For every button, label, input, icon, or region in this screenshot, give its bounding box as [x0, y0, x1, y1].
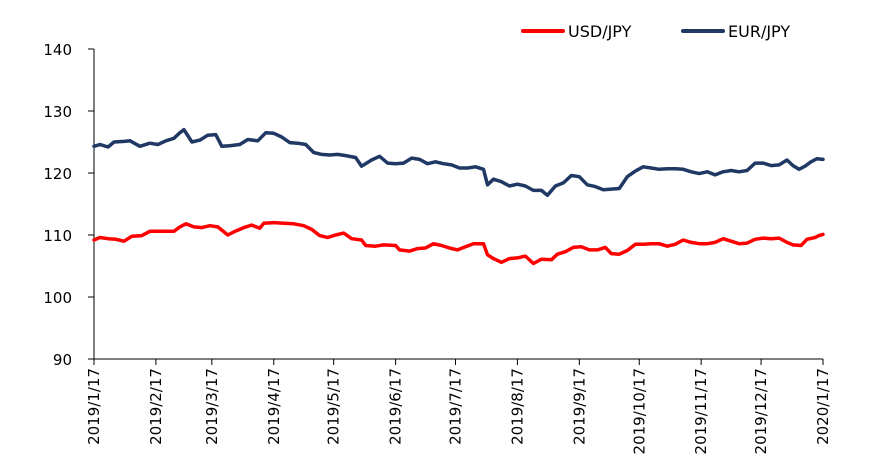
x-tick-label: 2019/8/17 [508, 368, 526, 445]
y-tick-label: 110 [43, 227, 72, 245]
x-tick-label: 2019/10/17 [630, 368, 648, 454]
x-tick-label: 2019/2/17 [147, 368, 165, 445]
x-tick-label: 2019/4/17 [265, 368, 283, 445]
x-tick-label: 2019/6/17 [387, 368, 405, 445]
y-tick-label: 140 [43, 41, 72, 59]
x-tick-label: 2019/12/17 [752, 368, 770, 454]
y-tick-label: 100 [43, 289, 72, 307]
x-axis: 2019/1/17 2019/2/17 2019/3/17 2019/4/17 2019… [85, 358, 832, 454]
legend-label-eur-jpy: EUR/JPY [728, 22, 790, 41]
series-line-usd-jpy [92, 220, 825, 266]
y-tick-label: 130 [43, 103, 72, 121]
legend: USD/JPY EUR/JPY [521, 22, 790, 41]
x-tick-label: 2019/9/17 [570, 368, 588, 445]
x-tick-label: 2019/7/17 [447, 368, 465, 445]
y-tick-label: 90 [53, 351, 72, 369]
legend-label-usd-jpy: USD/JPY [568, 22, 632, 41]
x-tick-label: 2019/11/17 [692, 368, 710, 454]
x-tick-label: 2020/1/17 [814, 368, 832, 445]
x-tick-label: 2019/3/17 [203, 368, 221, 445]
x-tick-label: 2019/1/17 [85, 368, 103, 445]
series-line-eur-jpy [92, 127, 825, 198]
x-tick-label: 2019/5/17 [325, 368, 343, 445]
y-tick-label: 120 [43, 165, 72, 183]
series-layer [92, 127, 825, 266]
y-axis: 90 100 110 120 130 140 [43, 41, 95, 369]
